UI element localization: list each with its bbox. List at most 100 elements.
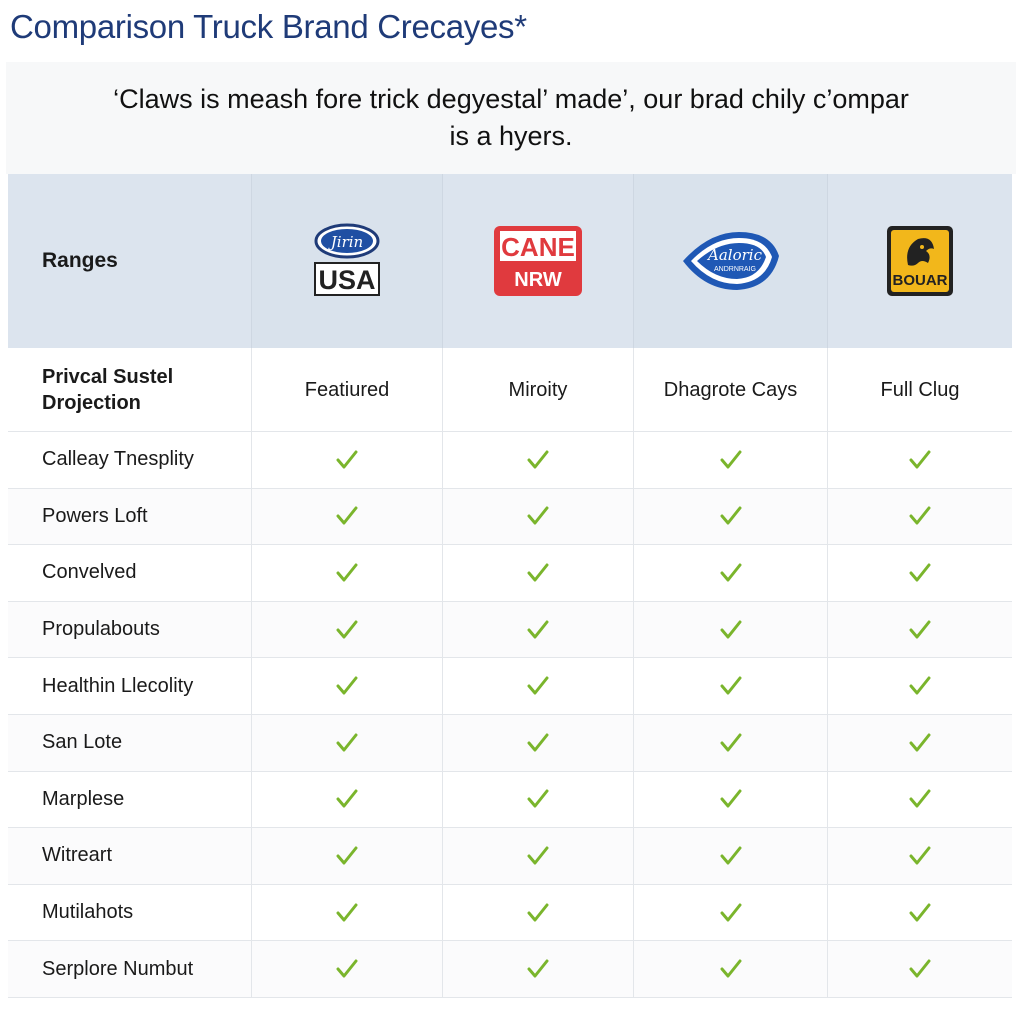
feature-check-cell xyxy=(443,941,634,998)
check-icon xyxy=(909,620,931,639)
subheader-label: Privcal Sustel Drojection xyxy=(8,348,252,432)
brand-1-logo-top: Jirin xyxy=(328,233,363,251)
feature-check-cell xyxy=(443,432,634,489)
feature-check-cell xyxy=(828,772,1012,829)
brand-2-logo-bottom: NRW xyxy=(514,269,562,291)
check-icon xyxy=(336,620,358,639)
check-icon xyxy=(527,789,549,808)
feature-row-label: San Lote xyxy=(8,714,252,772)
check-icon xyxy=(720,563,741,582)
feature-check-cell xyxy=(634,828,828,885)
brand-1-logo-bottom: USA xyxy=(318,265,375,295)
header-label: Ranges xyxy=(42,249,118,272)
check-icon xyxy=(909,563,931,582)
check-icon xyxy=(527,676,549,695)
check-icon xyxy=(720,789,741,808)
feature-check-cell xyxy=(252,488,443,546)
feature-row-label: Serplore Numbut xyxy=(8,941,252,998)
check-icon xyxy=(909,506,931,525)
subtitle-text: ‘Claws is meash fore trick degyestal’ ma… xyxy=(113,84,909,151)
feature-check-cell xyxy=(252,658,443,715)
feature-check-cell xyxy=(443,771,634,829)
check-icon xyxy=(527,733,549,752)
subheader-value-2: Miroity xyxy=(443,348,634,432)
check-icon xyxy=(909,789,931,808)
feature-check-cell xyxy=(634,545,828,602)
check-icon xyxy=(720,959,741,978)
check-icon xyxy=(336,789,358,808)
feature-check-cell xyxy=(443,545,634,602)
check-icon xyxy=(336,563,358,582)
brand-header-4: BOUAR xyxy=(828,174,1012,348)
check-icon xyxy=(336,959,358,978)
brand-4-logo-bottom: BOUAR xyxy=(893,272,948,289)
feature-check-cell xyxy=(252,941,443,998)
blue-diamond-logo-icon: Aaloric ANDRNRAIG xyxy=(682,232,779,290)
feature-check-cell xyxy=(828,714,1012,772)
subheader-value-1: Featiured xyxy=(252,348,443,432)
feature-check-cell xyxy=(252,432,443,489)
feature-row-label: Calleay Tnesplity xyxy=(8,432,252,489)
brand-3-logo-top: Aaloric xyxy=(706,246,763,264)
feature-row-label: Healthin Llecolity xyxy=(8,658,252,715)
check-icon xyxy=(909,450,931,469)
feature-check-cell xyxy=(443,488,634,546)
check-icon xyxy=(527,620,549,639)
feature-check-cell xyxy=(828,941,1012,998)
feature-check-cell xyxy=(634,488,828,546)
feature-check-cell xyxy=(252,714,443,772)
feature-check-cell xyxy=(634,771,828,829)
check-icon xyxy=(527,506,549,525)
brand-3-logo-bottom: ANDRNRAIG xyxy=(713,266,755,273)
feature-check-cell xyxy=(828,601,1012,659)
feature-row-label: Convelved xyxy=(8,545,252,602)
check-icon xyxy=(336,676,358,695)
feature-check-cell xyxy=(634,884,828,942)
check-icon xyxy=(527,846,549,865)
feature-check-cell xyxy=(828,488,1012,546)
brand-header-2: CANE NRW xyxy=(443,174,634,348)
check-icon xyxy=(527,450,549,469)
feature-check-cell xyxy=(634,658,828,715)
check-icon xyxy=(720,733,741,752)
check-icon xyxy=(720,676,741,695)
subtitle-band: ‘Claws is meash fore trick degyestal’ ma… xyxy=(6,62,1016,174)
check-icon xyxy=(909,846,931,865)
subheader-value-3: Dhagrote Cays xyxy=(634,348,828,432)
check-icon xyxy=(336,450,358,469)
feature-check-cell xyxy=(828,885,1012,942)
feature-check-cell xyxy=(828,828,1012,885)
red-shield-logo-icon: CANE NRW xyxy=(494,226,582,296)
feature-check-cell xyxy=(252,884,443,942)
feature-check-cell xyxy=(443,658,634,715)
feature-check-cell xyxy=(828,658,1012,715)
check-icon xyxy=(527,563,549,582)
header-label-cell: Ranges xyxy=(8,174,252,348)
check-icon xyxy=(336,733,358,752)
feature-check-cell xyxy=(443,601,634,659)
feature-row-label: Witreart xyxy=(8,828,252,885)
feature-row-label: Propulabouts xyxy=(8,601,252,659)
feature-check-cell xyxy=(828,545,1012,602)
feature-check-cell xyxy=(634,941,828,998)
brand-header-3: Aaloric ANDRNRAIG xyxy=(634,174,828,348)
page-title: Comparison Truck Brand Crecayes* xyxy=(10,8,527,45)
feature-check-cell xyxy=(252,545,443,602)
feature-check-cell xyxy=(443,828,634,885)
feature-row-label: Powers Loft xyxy=(8,488,252,546)
subheader-value-4: Full Clug xyxy=(828,348,1012,432)
brand-2-logo-top: CANE xyxy=(501,232,575,262)
feature-check-cell xyxy=(634,601,828,659)
check-icon xyxy=(909,733,931,752)
gold-animal-logo-icon: BOUAR xyxy=(887,226,953,296)
feature-check-cell xyxy=(443,714,634,772)
feature-check-cell xyxy=(252,771,443,829)
feature-check-cell xyxy=(634,432,828,489)
feature-check-cell xyxy=(443,884,634,942)
check-icon xyxy=(527,903,549,922)
check-icon xyxy=(336,506,358,525)
check-icon xyxy=(909,903,931,922)
check-icon xyxy=(720,506,741,525)
check-icon xyxy=(720,450,741,469)
check-icon xyxy=(336,846,358,865)
